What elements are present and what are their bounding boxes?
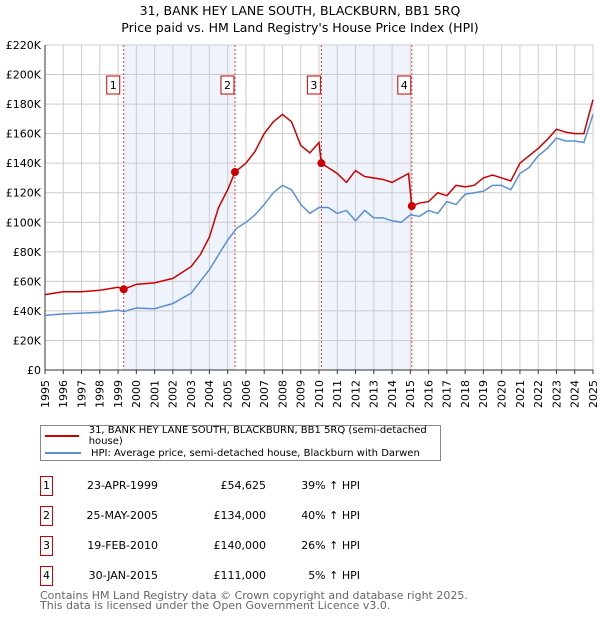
legend-label-hpi: HPI: Average price, semi-detached house,… [91,447,420,459]
chart-subtitle: Price paid vs. HM Land Registry's House … [121,20,479,35]
x-tick-label: 2013 [368,380,381,408]
sale-row: 4 30-JAN-2015 £111,000 5% ↑ HPI [40,566,360,586]
sale-number: 2 [40,506,53,526]
sale-label-box [220,75,235,95]
x-tick-label: 2010 [313,380,326,408]
y-tick-label: £120K [6,187,42,200]
sale-point [317,159,326,168]
x-tick-label: 1995 [39,380,52,408]
sale-label: 1 [110,79,117,92]
shaded-period [123,45,235,370]
x-tick-label: 2006 [240,380,253,408]
sale-price: £54,625 [220,479,267,492]
x-tick-label: 2020 [496,380,509,408]
sale-label-box [106,75,121,95]
x-tick-label: 2004 [203,380,216,408]
x-tick-label: 1996 [57,380,70,408]
sale-date: 25-MAY-2005 [86,509,158,522]
legend-swatch-hpi [45,452,81,454]
plot-area: 1995 1996 1997 1998 1999 2000 2001 2002 2003 2004… [6,39,600,408]
footer-licence: This data is licensed under the Open Gov… [40,599,391,612]
legend-label-property: 31, BANK HEY LANE SOUTH, BLACKBURN, BB1 … [88,425,427,447]
footer-copyright: Contains HM Land Registry data © Crown c… [40,589,468,602]
x-tick-label: 2014 [386,380,399,408]
sale-number: 4 [40,566,53,586]
x-tick-label: 2007 [258,380,271,408]
footer: Contains HM Land Registry data © Crown c… [40,589,468,612]
x-tick-label: 2019 [477,380,490,408]
legend: 31, BANK HEY LANE SOUTH, BLACKBURN, BB1 … [40,425,441,461]
sale-price: £134,000 [213,509,267,522]
y-tick-label: £0 [27,364,41,377]
x-tick-label: 2009 [295,380,308,408]
x-tick-label: 2025 [587,380,600,408]
x-tick-label: 2003 [185,380,198,408]
x-tick-label: 2002 [167,380,180,408]
x-tick-label: 2001 [148,380,161,408]
sale-hpi-change: 5% ↑ HPI [308,569,360,582]
sale-hpi-change: 26% ↑ HPI [301,539,360,552]
x-tick-label: 2022 [532,380,545,408]
y-tick-label: £40K [13,305,42,318]
y-tick-label: £200K [6,69,42,82]
x-tick-label: 1998 [94,380,107,408]
y-tick-label: £80K [13,246,42,259]
x-tick-label: 1997 [75,380,88,408]
x-tick-label: 2023 [550,380,563,408]
chart-title: 31, BANK HEY LANE SOUTH, BLACKBURN, BB1 … [139,3,461,18]
shaded-period [321,45,412,370]
x-tick-label: 2005 [222,380,235,408]
y-tick-label: £100K [6,216,42,229]
x-tick-label: 2011 [331,380,344,408]
y-tick-label: £160K [6,128,42,141]
property-price-line [44,99,594,296]
sale-number: 1 [40,476,53,496]
sale-date: 23-APR-1999 [86,479,158,492]
x-tick-label: 2000 [130,380,143,408]
x-tick-label: 2012 [349,380,362,408]
sale-label: 4 [401,79,408,92]
x-tick-label: 2015 [404,380,417,408]
sale-number: 3 [40,536,53,556]
x-tick-label: 1999 [112,380,125,408]
sale-hpi-change: 40% ↑ HPI [301,509,360,522]
x-tick-label: 2017 [441,380,454,408]
y-tick-label: £60K [13,275,42,288]
sale-row: 2 25-MAY-2005 £134,000 40% ↑ HPI [40,506,360,526]
sale-point [407,202,416,211]
y-tick-label: £20K [13,334,42,347]
sale-label: 3 [310,79,317,92]
y-tick-label: £180K [6,98,42,111]
legend-swatch-property [45,435,79,437]
x-tick-label: 2021 [514,380,527,408]
sale-point [119,285,128,294]
sale-point [230,168,239,177]
sale-label-box [397,75,412,95]
y-tick-label: £140K [6,157,42,170]
sale-price: £140,000 [213,539,267,552]
x-tick-label: 2018 [459,380,472,408]
sale-date: 19-FEB-2010 [87,539,158,552]
sale-row: 3 19-FEB-2010 £140,000 26% ↑ HPI [40,536,360,556]
sale-hpi-change: 39% ↑ HPI [301,479,360,492]
x-tick-label: 2024 [569,380,582,408]
hpi-line [44,114,594,317]
sale-label: 2 [224,79,231,92]
sale-date: 30-JAN-2015 [88,569,158,582]
sale-label-box [306,75,321,95]
y-tick-label: £220K [6,39,42,52]
sale-row: 1 23-APR-1999 £54,625 39% ↑ HPI [40,476,360,496]
x-tick-label: 2016 [422,380,435,408]
x-tick-label: 2008 [276,380,289,408]
sale-price: £111,000 [213,569,267,582]
